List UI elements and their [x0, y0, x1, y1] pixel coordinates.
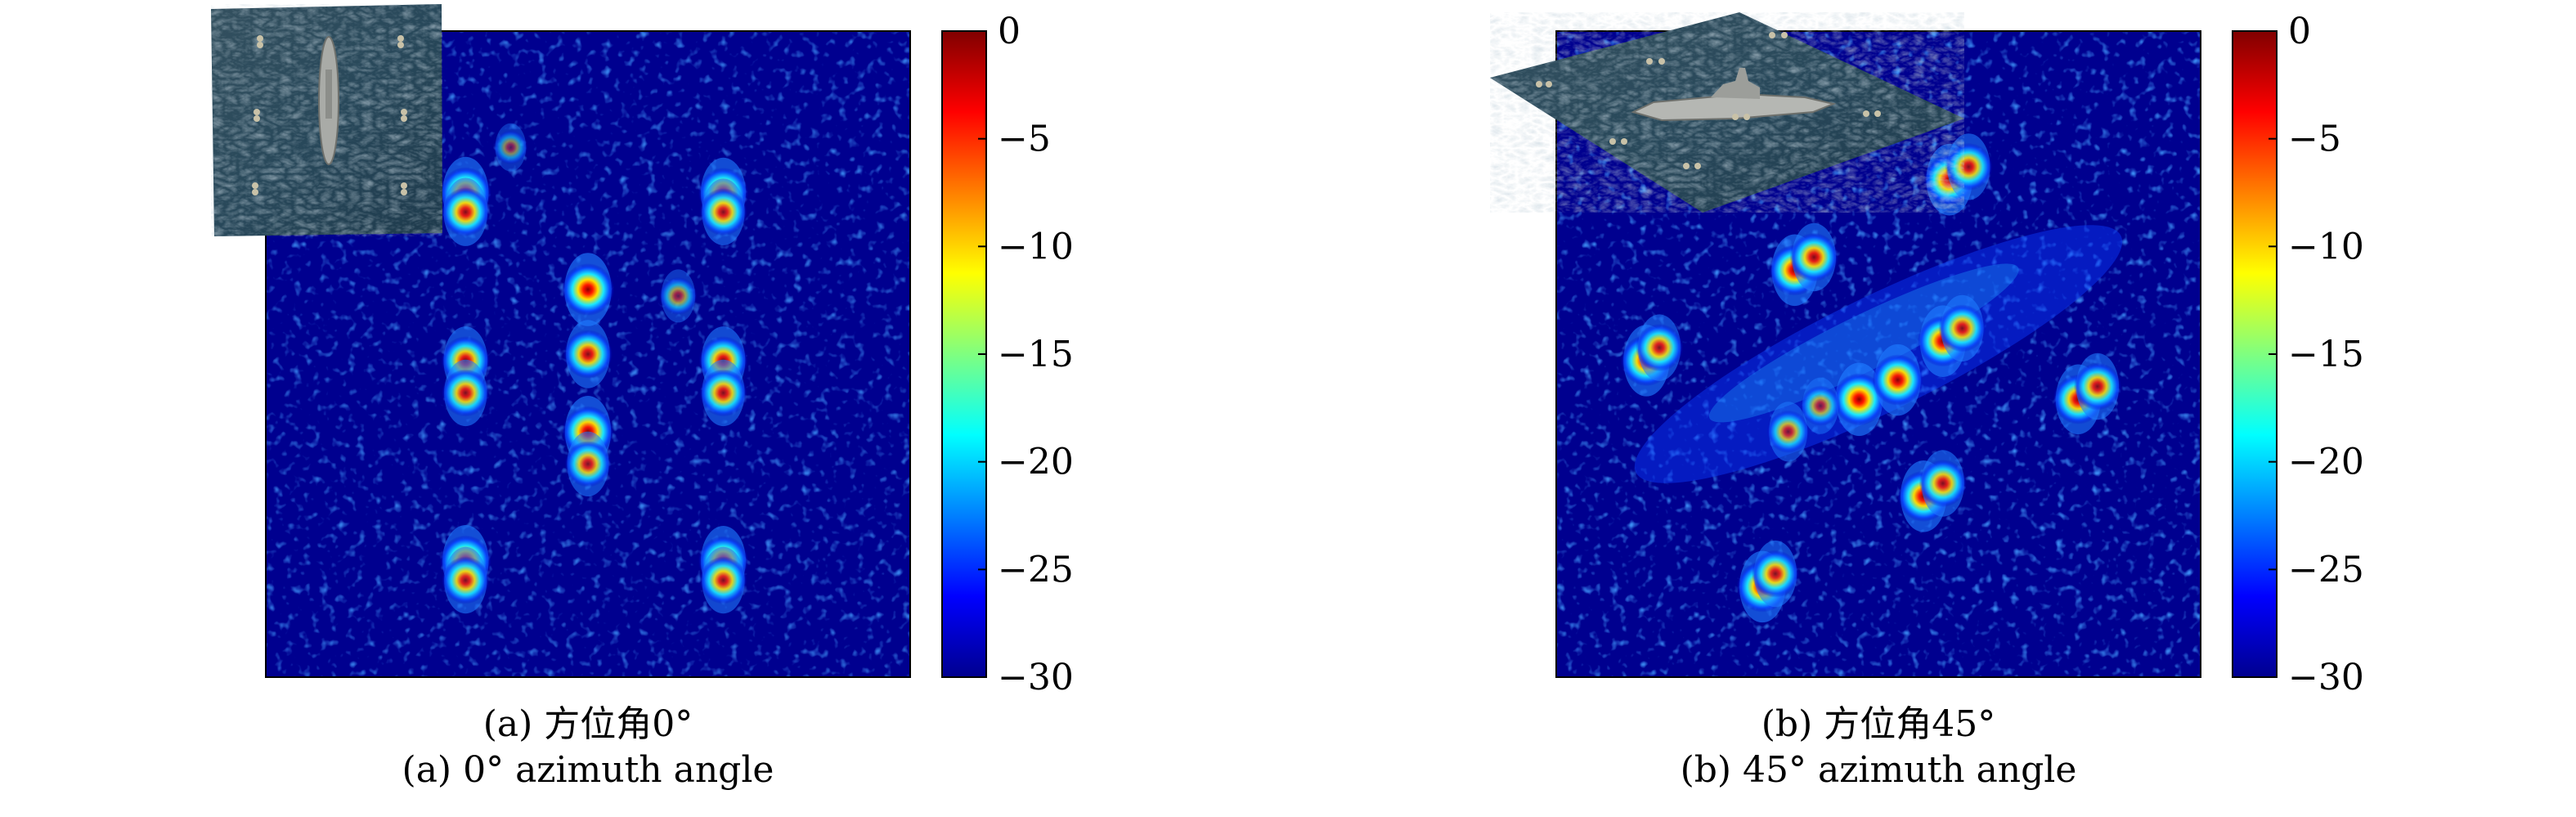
colorbar-tick-label: −10 — [998, 226, 1074, 267]
colorbar-tick-label: −25 — [2288, 549, 2364, 590]
colorbar-tick-label: 0 — [998, 11, 1021, 52]
scatterer-hotspot — [699, 546, 747, 614]
scatterer-hotspot — [442, 546, 490, 614]
colorbar-tick-label: −30 — [2288, 657, 2364, 698]
colorbar-tick-label: −5 — [2288, 119, 2341, 160]
scatterer-hotspot — [1919, 450, 1967, 517]
scatterer-hotspot — [1800, 377, 1841, 434]
colorbar-tick-label: −20 — [998, 442, 1074, 483]
colorbar-a: 0 −5 −10 −15 −20 −25 −30 — [941, 11, 1074, 698]
colorbar-tick-label: −5 — [998, 119, 1051, 160]
colorbar-tick-label: −15 — [2288, 334, 2364, 375]
ship-inset-image — [1490, 12, 1964, 213]
caption-b-english: (b) 45° azimuth angle — [1680, 749, 2077, 791]
scatterer-hotspot — [562, 253, 614, 326]
scatterer-hotspot — [1789, 222, 1838, 292]
scatterer-hotspot — [1938, 294, 1986, 362]
scatterer-hotspot — [493, 123, 528, 172]
plot-frame — [265, 30, 911, 678]
scatterer-hotspot — [659, 269, 698, 323]
corner-reflector-icons — [252, 35, 407, 195]
caption-a-chinese: (a) 方位角0° — [482, 703, 693, 745]
scatterer-hotspot — [699, 178, 747, 245]
scatterer-hotspot — [1751, 540, 1799, 608]
colorbar-tick-label: −20 — [2288, 442, 2364, 483]
ship-inset-image — [211, 4, 442, 236]
colorbar-tick-label: −30 — [998, 657, 1074, 698]
scatterer-hotspot — [1636, 314, 1684, 381]
colorbar-tick-label: −10 — [2288, 226, 2364, 267]
ship-body-glow — [1634, 225, 2123, 483]
colorbar-tick-label: −15 — [998, 334, 1074, 375]
scatterer-hotspot — [1833, 362, 1886, 437]
scatterer-hotspot — [564, 431, 612, 496]
caption-a-english: (a) 0° azimuth angle — [402, 749, 774, 791]
caption-b-chinese: (b) 方位角45° — [1761, 703, 1996, 745]
scatterer-hotspot — [2073, 352, 2121, 420]
scatterer-hotspot — [442, 359, 490, 427]
colorbar-tick-label: 0 — [2288, 11, 2311, 52]
colorbar-b: 0 −5 −10 −15 −20 −25 −30 — [2232, 11, 2364, 698]
scatterer-hotspot — [441, 177, 491, 246]
ship-icon — [1631, 92, 1837, 122]
scatterer-hotspot — [1945, 133, 1993, 200]
scatterer-hotspot — [1766, 402, 1810, 462]
corner-reflector-icons — [1536, 32, 1881, 169]
scatterer-hotspot — [699, 359, 747, 427]
colorbar-tick-label: −25 — [998, 549, 1074, 590]
plot-frame — [1555, 30, 2201, 678]
scatterer-hotspot — [563, 320, 613, 388]
scatterer-hotspot — [1872, 343, 1923, 416]
